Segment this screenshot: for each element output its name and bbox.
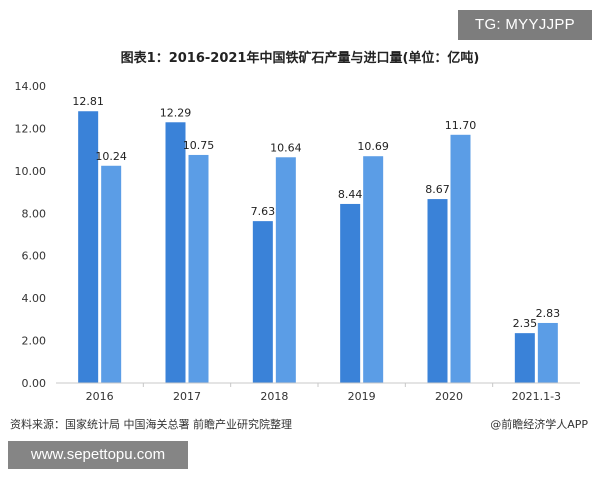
x-tick-label: 2017 (173, 390, 201, 403)
source-note: 资料来源：国家统计局 中国海关总署 前瞻产业研究院整理 (10, 418, 292, 431)
x-tick-label: 2021.1-3 (512, 390, 561, 403)
y-tick-label: 12.00 (15, 122, 47, 135)
bar-value-label: 8.67 (425, 183, 450, 196)
x-axis: 2016 2017 2018 2019 2020 2021.1-3 (56, 382, 580, 403)
y-tick-label: 4.00 (22, 292, 47, 305)
y-tick-label: 2.00 (22, 335, 47, 348)
bar-value-label: 10.75 (183, 139, 215, 152)
bar-imports-2019 (363, 156, 384, 383)
bar-value-label: 8.44 (338, 188, 363, 201)
tg-watermark-label: TG: MYYJJPP (458, 10, 592, 40)
url-watermark-label: www.sepettopu.com (8, 441, 188, 469)
bar-value-label: 2.35 (513, 317, 538, 330)
bar-value-label: 10.24 (95, 150, 127, 163)
bar-value-label: 7.63 (251, 205, 276, 218)
bar-value-label: 10.69 (357, 140, 389, 153)
bar-production-2016 (78, 111, 99, 384)
bar-value-label: 11.70 (445, 119, 477, 132)
bar-imports-2016 (101, 165, 122, 383)
bar-production-2018 (252, 221, 273, 383)
chart-title: 图表1：2016-2021年中国铁矿石产量与进口量(单位：亿吨) (120, 51, 480, 66)
x-tick-label: 2018 (260, 390, 288, 403)
y-tick-label: 6.00 (22, 250, 47, 263)
bar-imports-2021.1-3 (537, 322, 558, 383)
y-axis: 0.00 2.00 4.00 6.00 8.00 10.00 12.00 14.00 (15, 80, 47, 390)
y-tick-label: 8.00 (22, 207, 47, 220)
value-labels: 12.81 10.24 12.29 10.75 7.63 10.64 8.44 10.69 8.… (72, 95, 560, 330)
bar-imports-2020 (450, 134, 471, 383)
bar-production-2019 (340, 203, 361, 383)
credit-note: @前瞻经济学人APP (490, 418, 588, 431)
x-tick-label: 2016 (86, 390, 114, 403)
bar-value-label: 2.83 (536, 307, 561, 320)
x-tick-label: 2019 (348, 390, 376, 403)
bar-production-2020 (427, 199, 448, 383)
y-tick-label: 10.00 (15, 165, 47, 178)
bar-value-label: 12.29 (160, 106, 192, 119)
bar-imports-2017 (188, 154, 209, 383)
y-tick-label: 14.00 (15, 80, 47, 93)
bar-production-2021.1-3 (514, 333, 535, 383)
bar-imports-2018 (275, 157, 296, 383)
bars (78, 111, 558, 384)
y-tick-label: 0.00 (22, 377, 47, 390)
bar-value-label: 10.64 (270, 141, 302, 154)
bar-production-2017 (165, 122, 186, 383)
x-tick-label: 2020 (435, 390, 463, 403)
bar-value-label: 12.81 (72, 95, 104, 108)
